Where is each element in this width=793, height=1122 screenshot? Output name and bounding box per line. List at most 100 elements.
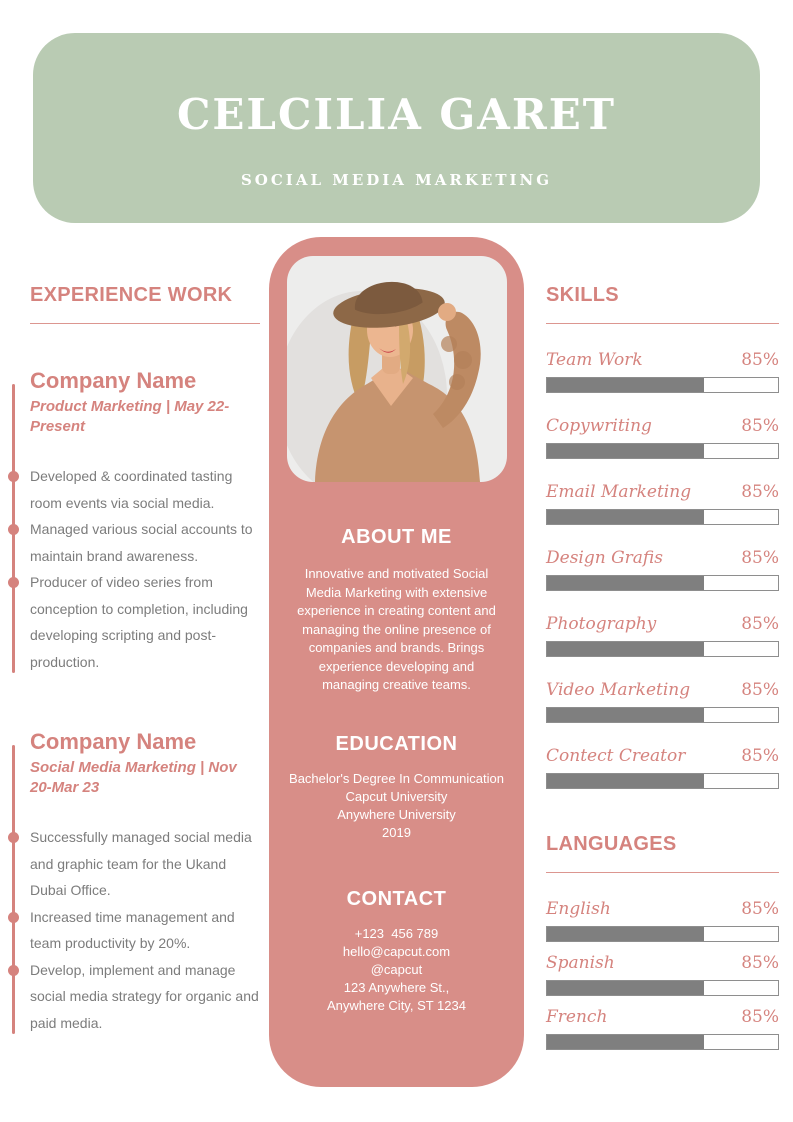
job-bullets: Developed & coordinated tasting room eve… (8, 463, 260, 675)
skill-value: 85% (741, 482, 779, 502)
language-label: Spanish (546, 953, 615, 973)
languages-meters: English 85% Spanish 85% French 85% (546, 899, 779, 1050)
languages-heading: LANGUAGES (546, 833, 677, 855)
job-entry: Company Name Social Media Marketing | Nov… (8, 729, 260, 1037)
job-bullet: Successfully managed social media and gr… (8, 824, 260, 904)
skill-bar-fill (547, 510, 705, 524)
skill-value: 85% (741, 548, 779, 568)
education-line: 2019 (382, 824, 411, 840)
job-bullet: Increased time management and team produ… (8, 904, 260, 957)
skill-bar-fill (547, 444, 705, 458)
job-meta: Product Marketing | May 22-Present (30, 398, 230, 435)
contact-line: 123 Anywhere St., (343, 979, 450, 995)
job-bullet: Producer of video series from conception… (8, 569, 260, 675)
contact-lines: +123 456 789 hello@capcut.com @capcut 123 A… (327, 925, 466, 1015)
skill-value: 85% (741, 350, 779, 370)
job-bullet: Develop, implement and manage social med… (8, 957, 260, 1037)
skill-label: Photography (546, 614, 657, 634)
skill-label: Email Marketing (546, 482, 692, 502)
job-company: Company Name (30, 368, 197, 393)
skill-bar (546, 773, 779, 789)
skill-row: Photography 85% (546, 614, 779, 657)
education-heading: EDUCATION (335, 732, 458, 755)
language-labels: English 85% (546, 899, 779, 919)
education-lines: Bachelor's Degree In Communication Capcut… (289, 770, 504, 842)
skill-label: Team Work (546, 350, 643, 370)
language-value: 85% (741, 899, 779, 919)
skill-row: Contect Creator 85% (546, 746, 779, 789)
skill-bar (546, 377, 779, 393)
contact-line: Anywhere City, ST 1234 (327, 997, 466, 1013)
contact-line: +123 456 789 (354, 925, 439, 941)
skill-label: Design Grafis (546, 548, 663, 568)
job-bullet: Managed various social accounts to maint… (8, 516, 260, 569)
skill-bar-fill (547, 708, 705, 722)
person-name: CELCILIA GARET (176, 90, 617, 139)
education-line: Capcut University (345, 788, 448, 804)
profile-card: ABOUT ME Innovative and motivated Social… (269, 237, 524, 1087)
skill-bar (546, 641, 779, 657)
language-value: 85% (741, 1007, 779, 1027)
skill-row: Email Marketing 85% (546, 482, 779, 525)
language-labels: French 85% (546, 1007, 779, 1027)
skill-bar (546, 443, 779, 459)
language-label: English (546, 899, 611, 919)
language-bar (546, 980, 779, 996)
skill-value: 85% (741, 680, 779, 700)
contact-line: @capcut (370, 961, 423, 977)
skills-divider (546, 323, 779, 324)
skill-bar-fill (547, 642, 705, 656)
skill-value: 85% (741, 746, 779, 766)
education-line: Bachelor's Degree In Communication (289, 770, 504, 786)
skill-labels: Design Grafis 85% (546, 548, 779, 568)
experience-section: EXPERIENCE WORK Company Name Product Mark… (8, 284, 260, 1037)
language-row: Spanish 85% (546, 953, 779, 996)
skills-meters: Team Work 85% Copywriting 85% Email Marketin… (546, 350, 779, 789)
skill-row: Video Marketing 85% (546, 680, 779, 723)
job-company: Company Name (30, 729, 197, 754)
job-entry: Company Name Product Marketing | May 22-P… (8, 368, 260, 675)
profile-photo (286, 256, 507, 482)
language-value: 85% (741, 953, 779, 973)
skill-row: Copywriting 85% (546, 416, 779, 459)
contact-line: hello@capcut.com (342, 943, 451, 959)
skill-row: Design Grafis 85% (546, 548, 779, 591)
language-bar-fill (547, 1035, 705, 1049)
skill-labels: Team Work 85% (546, 350, 779, 370)
language-bar-fill (547, 981, 705, 995)
language-label: French (546, 1007, 608, 1027)
skill-bar-fill (547, 774, 705, 788)
skill-value: 85% (741, 614, 779, 634)
skill-labels: Video Marketing 85% (546, 680, 779, 700)
job-bullets: Successfully managed social media and gr… (8, 824, 260, 1037)
language-labels: Spanish 85% (546, 953, 779, 973)
header-banner: CELCILIA GARET SOCIAL MEDIA MARKETING (33, 33, 760, 223)
skill-bar (546, 575, 779, 591)
about-text: Innovative and motivated Social Media Ma… (297, 566, 496, 692)
language-row: English 85% (546, 899, 779, 942)
skill-labels: Contect Creator 85% (546, 746, 779, 766)
about-heading: ABOUT ME (341, 526, 452, 548)
person-title: SOCIAL MEDIA MARKETING (240, 171, 553, 189)
contact-heading: CONTACT (346, 887, 447, 910)
skill-bar (546, 707, 779, 723)
languages-divider (546, 872, 779, 873)
skills-section: SKILLS Team Work 85% Copywriting 85% Email M… (546, 284, 779, 1061)
job-bullet: Developed & coordinated tasting room eve… (8, 463, 260, 516)
skill-label: Video Marketing (546, 680, 691, 700)
experience-divider (30, 323, 260, 324)
language-bar-fill (547, 927, 705, 941)
skill-row: Team Work 85% (546, 350, 779, 393)
portrait-illustration (286, 256, 507, 482)
skill-label: Copywriting (546, 416, 652, 436)
skill-bar-fill (547, 378, 705, 392)
language-bar (546, 926, 779, 942)
language-row: French 85% (546, 1007, 779, 1050)
education-line: Anywhere University (337, 806, 456, 822)
skill-labels: Photography 85% (546, 614, 779, 634)
skill-bar-fill (547, 576, 705, 590)
skills-heading: SKILLS (546, 284, 619, 306)
skill-label: Contect Creator (546, 746, 686, 766)
experience-jobs: Company Name Product Marketing | May 22-P… (8, 368, 260, 1037)
